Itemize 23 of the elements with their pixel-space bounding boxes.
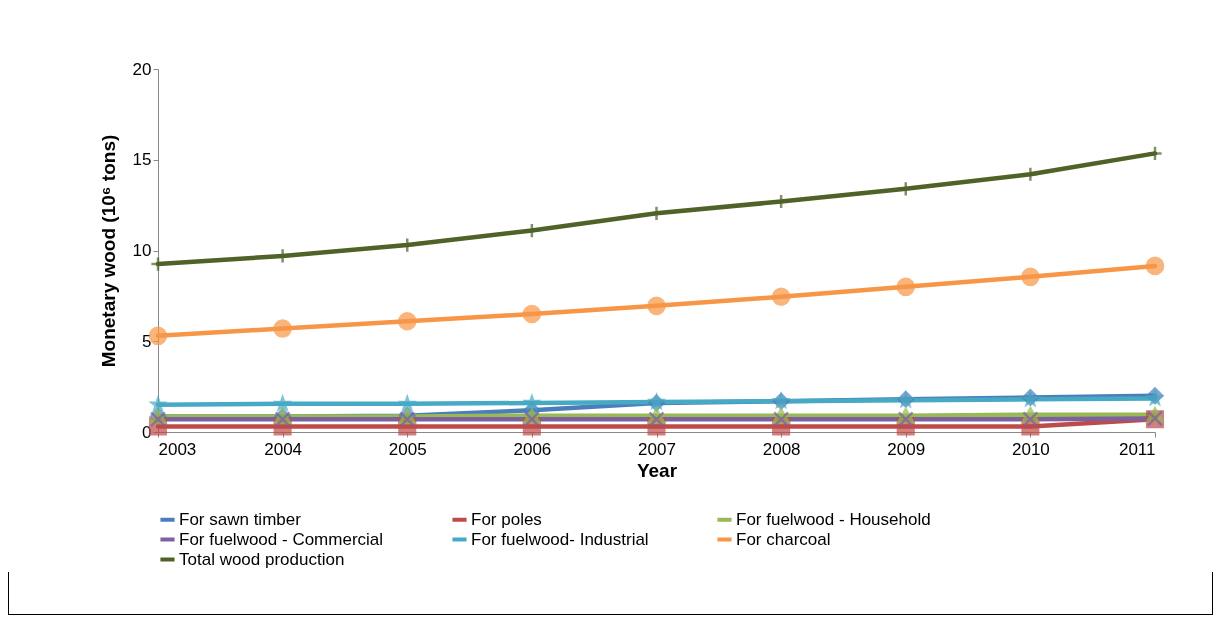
x-tick-label: 2010 [1011,439,1050,459]
x-tick-label: 2003 [158,439,197,459]
x-tick-label: 2006 [513,439,552,459]
y-tick-label: 0 [142,422,152,442]
legend-label: For poles [471,509,542,529]
x-tick-label: 2005 [388,439,427,459]
x-tick-label: 2011 [1118,439,1156,459]
legend-label: For fuelwood - Household [736,509,931,529]
legend-label: For sawn timber [179,509,302,529]
y-axis-title: Monetary wood (10⁶ tons) [97,134,119,368]
legend-label: For charcoal [736,529,831,549]
legend-label: Total wood production [179,549,345,569]
x-axis-title: Year [636,459,678,481]
legend-label: For fuelwood- Industrial [471,529,649,549]
y-tick-label: 15 [132,150,152,170]
x-tick-label: 2008 [762,439,801,459]
x-tick-label: 2004 [264,439,303,459]
y-tick-label: 10 [132,241,152,260]
x-tick-label: 2007 [638,439,676,459]
y-tick-label: 5 [142,331,152,351]
y-tick-label: 20 [132,59,152,79]
x-tick-label: 2009 [887,439,926,459]
legend-label: For fuelwood - Commercial [179,529,384,549]
